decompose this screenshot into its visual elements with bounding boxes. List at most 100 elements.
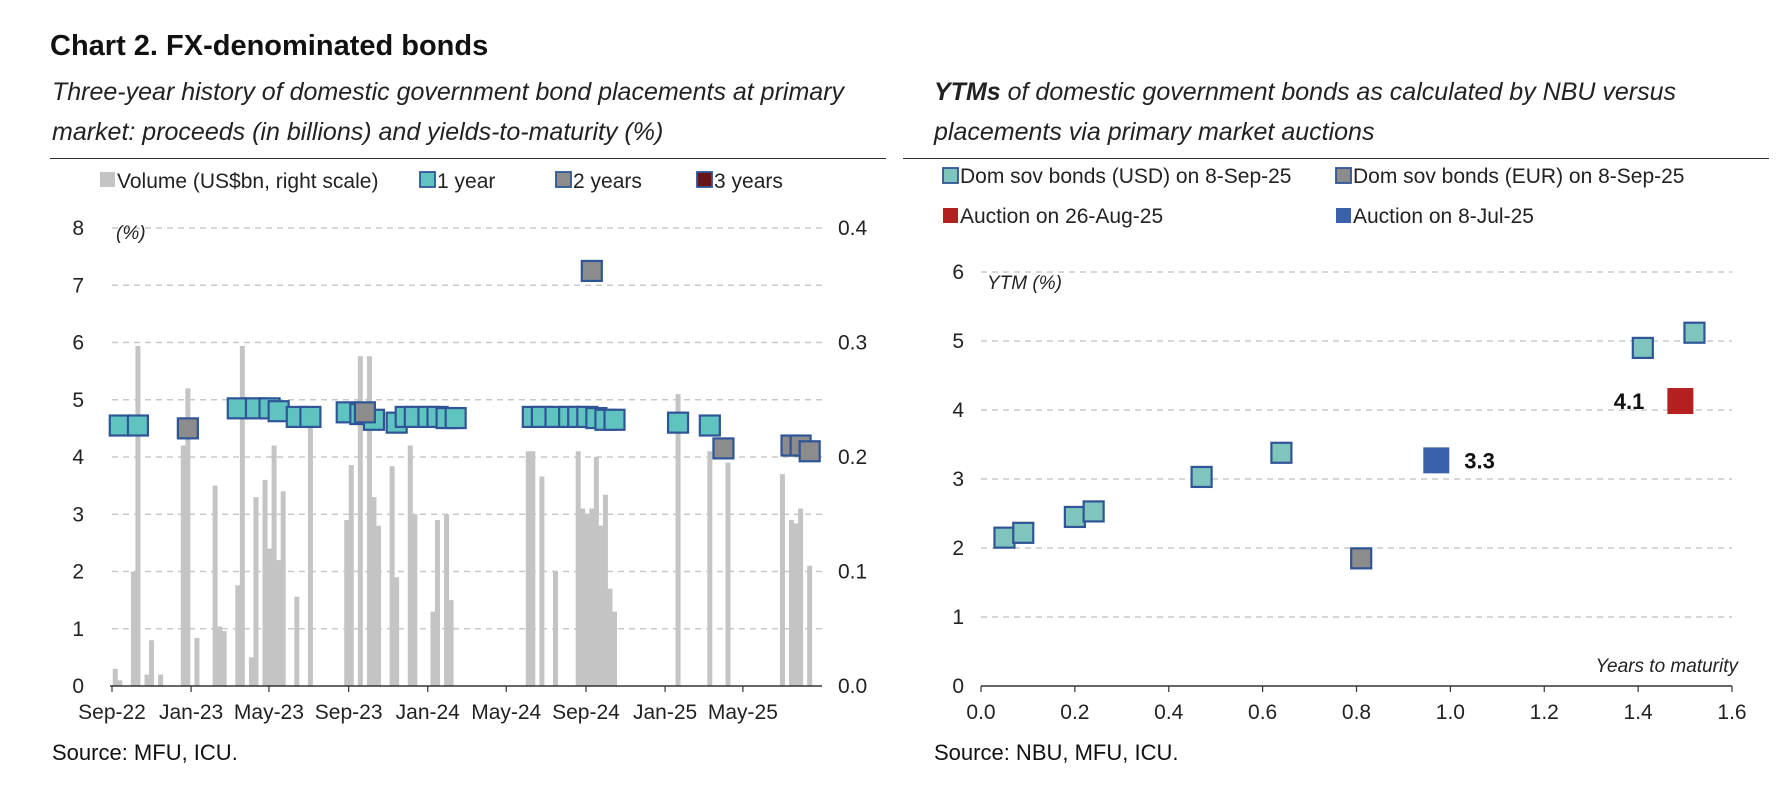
volume-bar bbox=[276, 560, 282, 686]
legend-swatch bbox=[555, 171, 572, 188]
right-axis-tick: 0.2 bbox=[838, 446, 867, 469]
left-chart-subtitle: Three-year history of domestic governmen… bbox=[52, 78, 845, 146]
usd-bond-marker bbox=[1270, 441, 1293, 464]
yield-marker-1y bbox=[126, 414, 150, 437]
legend-label: 3 years bbox=[714, 170, 783, 193]
volume-bar bbox=[589, 508, 595, 686]
volume-bar bbox=[793, 523, 799, 686]
volume-bar bbox=[248, 657, 254, 686]
yield-marker-2y bbox=[176, 417, 199, 440]
legend-swatch bbox=[943, 208, 958, 223]
volume-bar bbox=[530, 451, 536, 686]
left-axis-tick: 6 bbox=[72, 332, 84, 355]
left-divider bbox=[50, 158, 886, 159]
y-axis-tick: 1 bbox=[952, 606, 964, 629]
volume-bar bbox=[612, 611, 618, 686]
annotation-aug: 4.1 bbox=[1614, 389, 1645, 414]
volume-bar bbox=[434, 519, 440, 686]
x-axis-tick: Jan-23 bbox=[159, 701, 223, 724]
right-axis-tick: 0.4 bbox=[838, 217, 868, 240]
legend-swatch bbox=[1335, 167, 1352, 184]
volume-bar bbox=[607, 588, 613, 686]
volume-bar bbox=[725, 462, 731, 686]
volume-bar bbox=[779, 474, 785, 686]
left-axis-tick: 4 bbox=[72, 446, 84, 469]
legend-swatch bbox=[942, 167, 959, 184]
volume-bar bbox=[144, 674, 150, 686]
x-axis-tick: 0.0 bbox=[966, 701, 995, 724]
legend-swatch bbox=[1336, 208, 1351, 223]
right-axis-tick: 0.3 bbox=[838, 332, 867, 355]
yield-marker-2y bbox=[798, 440, 821, 463]
volume-bar bbox=[253, 497, 259, 686]
volume-bar bbox=[212, 485, 218, 686]
legend-label: Auction on 26-Aug-25 bbox=[960, 205, 1163, 228]
auction-jul-marker bbox=[1423, 447, 1450, 474]
volume-bar bbox=[584, 514, 590, 686]
volume-bar bbox=[539, 476, 545, 686]
legend-label: Dom sov bonds (USD) on 8-Sep-25 bbox=[960, 165, 1291, 188]
volume-bar bbox=[389, 466, 395, 686]
usd-bond-marker bbox=[1082, 500, 1105, 523]
volume-bar bbox=[553, 571, 559, 686]
volume-bar bbox=[707, 451, 713, 686]
y-axis-tick: 6 bbox=[952, 261, 964, 284]
y-axis-tick: 5 bbox=[952, 330, 964, 353]
right-axis-tick: 0.0 bbox=[838, 675, 867, 698]
x-axis-tick: 0.4 bbox=[1154, 701, 1184, 724]
volume-bar bbox=[112, 668, 118, 686]
x-axis-tick: May-24 bbox=[471, 701, 541, 724]
volume-bar bbox=[580, 508, 586, 686]
volume-bar bbox=[158, 674, 164, 686]
volume-bar bbox=[217, 626, 223, 686]
y-axis-tick: 0 bbox=[952, 675, 964, 698]
volume-bar bbox=[348, 465, 354, 686]
volume-bar bbox=[575, 451, 581, 686]
volume-bar bbox=[130, 571, 136, 686]
yield-marker-1y bbox=[698, 414, 721, 437]
auction-aug-marker bbox=[1667, 388, 1694, 415]
volume-bar bbox=[366, 356, 372, 686]
x-axis-tick: Sep-22 bbox=[78, 701, 146, 724]
x-axis-tick: Sep-24 bbox=[552, 701, 620, 724]
yield-marker-1y bbox=[603, 408, 626, 431]
volume-bar bbox=[394, 577, 400, 686]
volume-bar bbox=[221, 631, 227, 686]
right-chart-subtitle: YTMs of domestic government bonds as cal… bbox=[934, 72, 1764, 152]
legend-label: Dom sov bonds (EUR) on 8-Sep-25 bbox=[1353, 165, 1684, 188]
left-axis-tick: 3 bbox=[72, 503, 84, 526]
volume-bar bbox=[598, 525, 604, 686]
x-axis-tick: 1.4 bbox=[1624, 701, 1654, 724]
right-source: Source: NBU, MFU, ICU. bbox=[934, 740, 1179, 765]
volume-bar bbox=[185, 388, 191, 686]
x-axis-tick: 1.2 bbox=[1530, 701, 1559, 724]
usd-bond-marker bbox=[1683, 321, 1706, 344]
legend-swatch bbox=[100, 172, 115, 187]
volume-bar bbox=[262, 479, 268, 686]
chart-title: Chart 2. FX-denominated bonds bbox=[50, 30, 489, 62]
x-axis-tick: 1.0 bbox=[1436, 701, 1465, 724]
volume-bar bbox=[807, 565, 813, 686]
usd-bond-marker bbox=[1012, 521, 1035, 544]
left-axis-unit: (%) bbox=[116, 223, 146, 244]
volume-bar bbox=[271, 445, 277, 686]
legend-label: Auction on 8-Jul-25 bbox=[1353, 205, 1534, 228]
y-axis-tick: 3 bbox=[952, 468, 964, 491]
x-axis-tick: May-25 bbox=[708, 701, 778, 724]
x-axis-tick: Jan-24 bbox=[396, 701, 461, 724]
left-axis-tick: 5 bbox=[72, 389, 84, 412]
y-axis-tick: 4 bbox=[952, 399, 964, 422]
x-axis-tick: 0.8 bbox=[1342, 701, 1371, 724]
yield-marker-1y bbox=[444, 406, 467, 430]
volume-bar bbox=[344, 519, 350, 686]
volume-bar bbox=[407, 445, 413, 686]
usd-bond-marker bbox=[993, 526, 1016, 549]
left-axis-tick: 7 bbox=[72, 274, 84, 297]
yield-marker-1y bbox=[299, 405, 322, 429]
right-divider bbox=[903, 158, 1769, 159]
volume-bar bbox=[307, 411, 313, 686]
x-axis-tick: Sep-23 bbox=[315, 701, 383, 724]
volume-bar bbox=[135, 345, 141, 686]
volume-bar bbox=[602, 494, 608, 686]
